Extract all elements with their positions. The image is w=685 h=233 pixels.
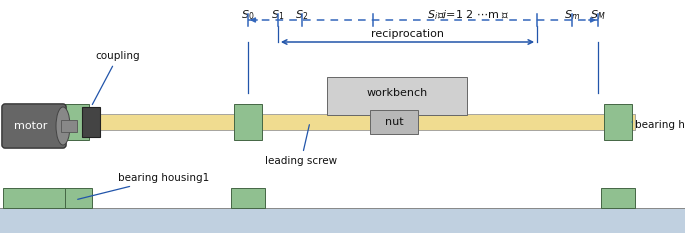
- Bar: [604, 104, 632, 140]
- Text: $S_1$: $S_1$: [271, 8, 285, 22]
- Bar: [75, 114, 635, 130]
- FancyBboxPatch shape: [2, 104, 66, 148]
- Bar: [327, 77, 467, 115]
- Bar: [61, 104, 89, 140]
- Text: $S_0$: $S_0$: [241, 8, 255, 22]
- Text: bearing housing1: bearing housing1: [77, 173, 209, 199]
- Text: $S_i$: $S_i$: [427, 8, 438, 22]
- Bar: [0, 208, 685, 233]
- FancyBboxPatch shape: [2, 104, 66, 148]
- Text: bearing housing2: bearing housing2: [632, 120, 685, 130]
- Bar: [234, 104, 262, 140]
- Text: $S_m$: $S_m$: [564, 8, 580, 22]
- Text: coupling: coupling: [92, 51, 140, 105]
- Bar: [58, 188, 92, 208]
- Text: motor: motor: [14, 121, 48, 131]
- Text: leading screw: leading screw: [265, 125, 337, 166]
- Text: nut: nut: [385, 117, 403, 127]
- Bar: [61, 120, 77, 132]
- Text: $S_M$: $S_M$: [590, 8, 606, 22]
- Text: reciprocation: reciprocation: [371, 29, 444, 39]
- Text: workbench: workbench: [366, 88, 427, 98]
- Bar: [370, 110, 418, 134]
- Bar: [601, 188, 635, 208]
- Bar: [3, 188, 65, 208]
- Text: $（i$=1 2 $\cdots$m ）: $（i$=1 2 $\cdots$m ）: [436, 8, 510, 20]
- Text: $S_2$: $S_2$: [295, 8, 309, 22]
- Ellipse shape: [56, 107, 70, 145]
- Bar: [82, 107, 100, 137]
- Bar: [231, 188, 265, 208]
